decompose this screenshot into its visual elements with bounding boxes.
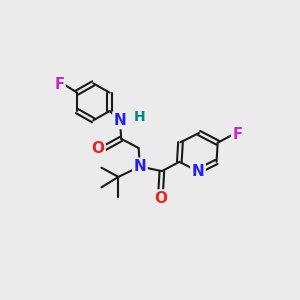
Text: O: O — [154, 191, 167, 206]
Text: N: N — [114, 113, 126, 128]
Text: O: O — [92, 140, 104, 155]
Text: N: N — [134, 159, 146, 174]
Text: F: F — [232, 128, 242, 142]
Text: H: H — [134, 110, 146, 124]
Text: N: N — [191, 164, 204, 178]
Text: F: F — [54, 77, 64, 92]
